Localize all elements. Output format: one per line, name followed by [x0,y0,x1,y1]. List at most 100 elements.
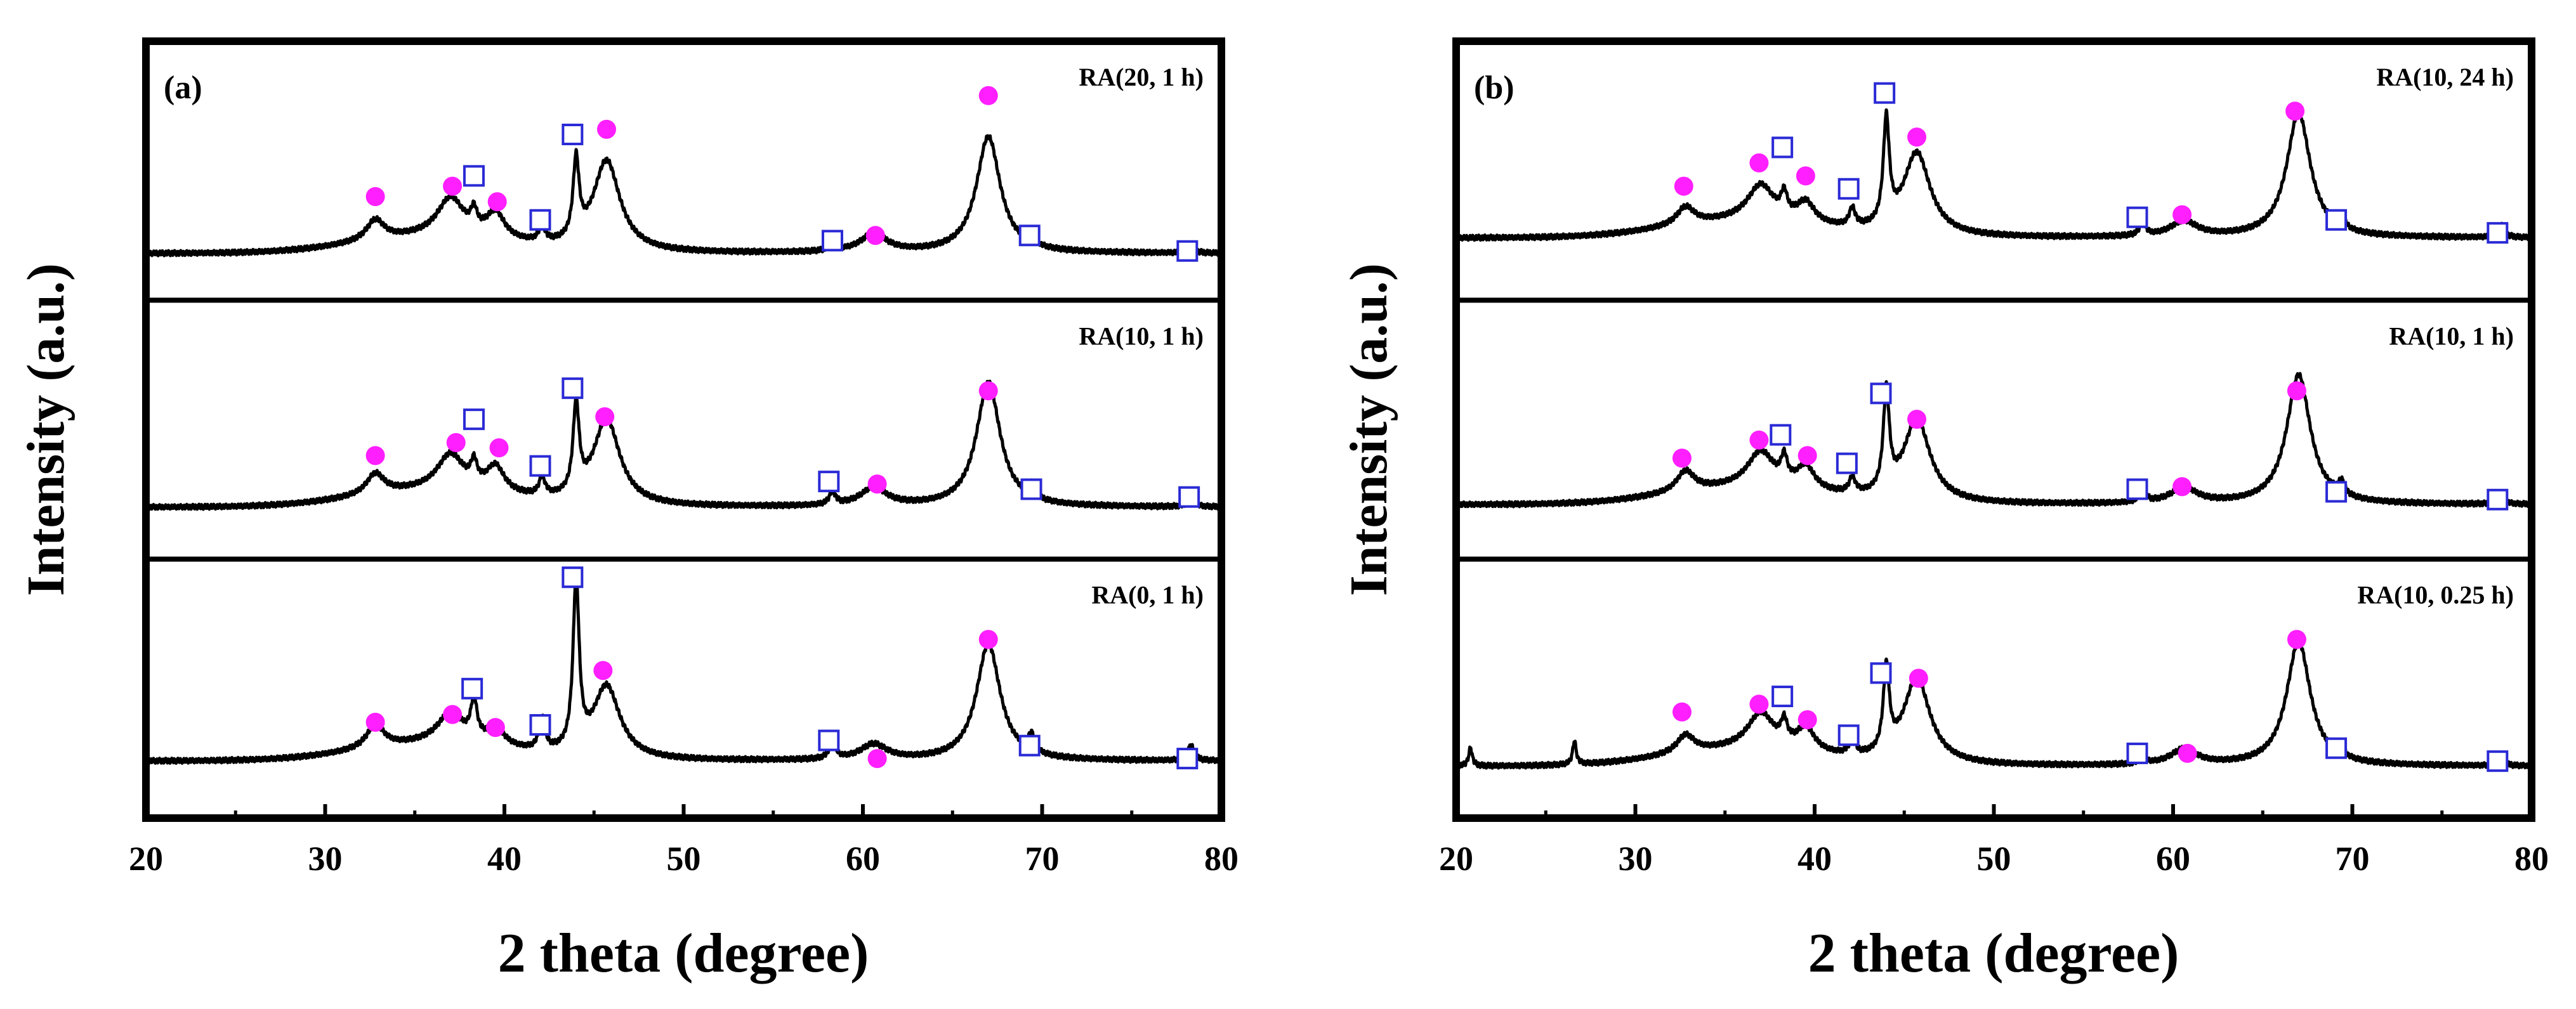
circle-marker [1909,668,1928,688]
x-tick-label: 70 [2336,840,2370,878]
square-marker [1178,486,1200,508]
square-marker [818,471,840,493]
square-marker [463,408,485,431]
y-axis-label: Intensity (a.u.) [16,263,76,596]
y-axis-label: Intensity (a.u.) [1339,263,1398,596]
xrd-trace [1454,108,2533,242]
subpanel-2: RA(0, 1 h) [144,566,1223,770]
subpanel-0: RA(20, 1 h) [144,63,1223,262]
square-marker [562,566,584,589]
square-marker [1176,748,1199,770]
square-marker [1771,136,1794,159]
circle-marker [1749,153,1769,173]
square-marker [1176,240,1199,262]
square-marker [2126,742,2148,764]
square-marker [1874,82,1896,104]
xrd-trace [1454,638,2533,770]
square-marker [461,677,483,700]
square-marker [1870,662,1892,684]
plot-frame [142,37,1225,822]
subpanel-1: RA(10, 1 h) [144,322,1223,511]
circle-marker [1674,176,1693,196]
circle-marker [867,474,887,494]
circle-marker [867,749,887,769]
square-marker [1771,686,1794,708]
square-marker [529,714,551,736]
circle-marker [365,712,385,732]
square-marker [2325,209,2348,231]
circle-marker [2172,477,2192,497]
subpanel-label: RA(10, 1 h) [1079,322,1204,350]
circle-marker [443,176,463,196]
circle-marker [487,192,507,212]
circle-marker [1672,448,1692,468]
panel-b: RA(10, 24 h) RA(10, 1 h) RA(10, 0.25 h) (b)… [1339,37,2549,984]
circle-marker [1749,430,1769,450]
square-marker [2487,488,2509,511]
circle-marker [595,407,615,427]
square-marker [1018,225,1041,247]
circle-marker [365,187,385,206]
plot-frame [1452,37,2535,822]
xrd-trace [144,379,1223,511]
square-marker [1018,734,1041,757]
circle-marker [978,630,998,649]
circle-marker [2172,205,2192,225]
x-tick-label: 30 [308,840,343,878]
square-marker [529,209,551,231]
square-marker [818,729,840,752]
xrd-trace [144,570,1223,765]
x-tick-label: 80 [1204,840,1239,878]
circle-marker [443,705,463,724]
square-marker [2126,478,2148,500]
subpanel-label: RA(0, 1 h) [1091,581,1204,609]
square-marker [1837,178,1860,200]
subpanel-0: RA(10, 24 h) [1454,63,2533,244]
xrd-trace [144,134,1223,257]
circle-marker [978,381,998,401]
circle-marker [2285,101,2305,121]
square-marker [821,230,843,252]
square-marker [529,455,551,477]
square-marker [2325,481,2348,503]
square-marker [1870,382,1892,405]
x-tick-label: 40 [1797,840,1832,878]
circle-marker [1749,694,1769,714]
subpanel-label: RA(20, 1 h) [1079,63,1204,91]
xrd-trace [1454,372,2533,509]
subpanel-label: RA(10, 0.25 h) [2357,581,2514,609]
circle-marker [2178,743,2197,763]
square-marker [1837,724,1860,746]
circle-marker [2287,630,2306,649]
circle-marker [2287,381,2306,401]
circle-marker [1796,166,1815,186]
square-marker [1770,424,1792,446]
circle-marker [978,86,998,105]
square-marker [2487,222,2509,244]
square-marker [1836,452,1858,474]
circle-marker [485,718,505,738]
circle-marker [1797,446,1817,465]
square-marker [2126,206,2148,228]
square-marker [2325,737,2348,759]
x-tick-label: 40 [487,840,522,878]
square-marker [562,377,584,400]
panel-label: (a) [164,70,202,106]
x-tick-label: 70 [1025,840,1060,878]
square-marker [562,124,584,145]
x-tick-label: 20 [1439,840,1473,878]
x-tick-label: 30 [1619,840,1653,878]
circle-marker [1672,702,1692,722]
subpanel-2: RA(10, 0.25 h) [1454,581,2533,772]
x-axis-label: 2 theta (degree) [498,923,869,984]
subpanel-label: RA(10, 1 h) [2389,322,2514,350]
subpanel-label: RA(10, 24 h) [2376,63,2514,91]
circle-marker [365,446,385,465]
x-tick-label: 50 [667,840,701,878]
circle-marker [1797,710,1817,729]
square-marker [1020,478,1042,500]
circle-marker [446,433,466,452]
circle-marker [1907,410,1927,429]
square-marker [2487,750,2509,772]
